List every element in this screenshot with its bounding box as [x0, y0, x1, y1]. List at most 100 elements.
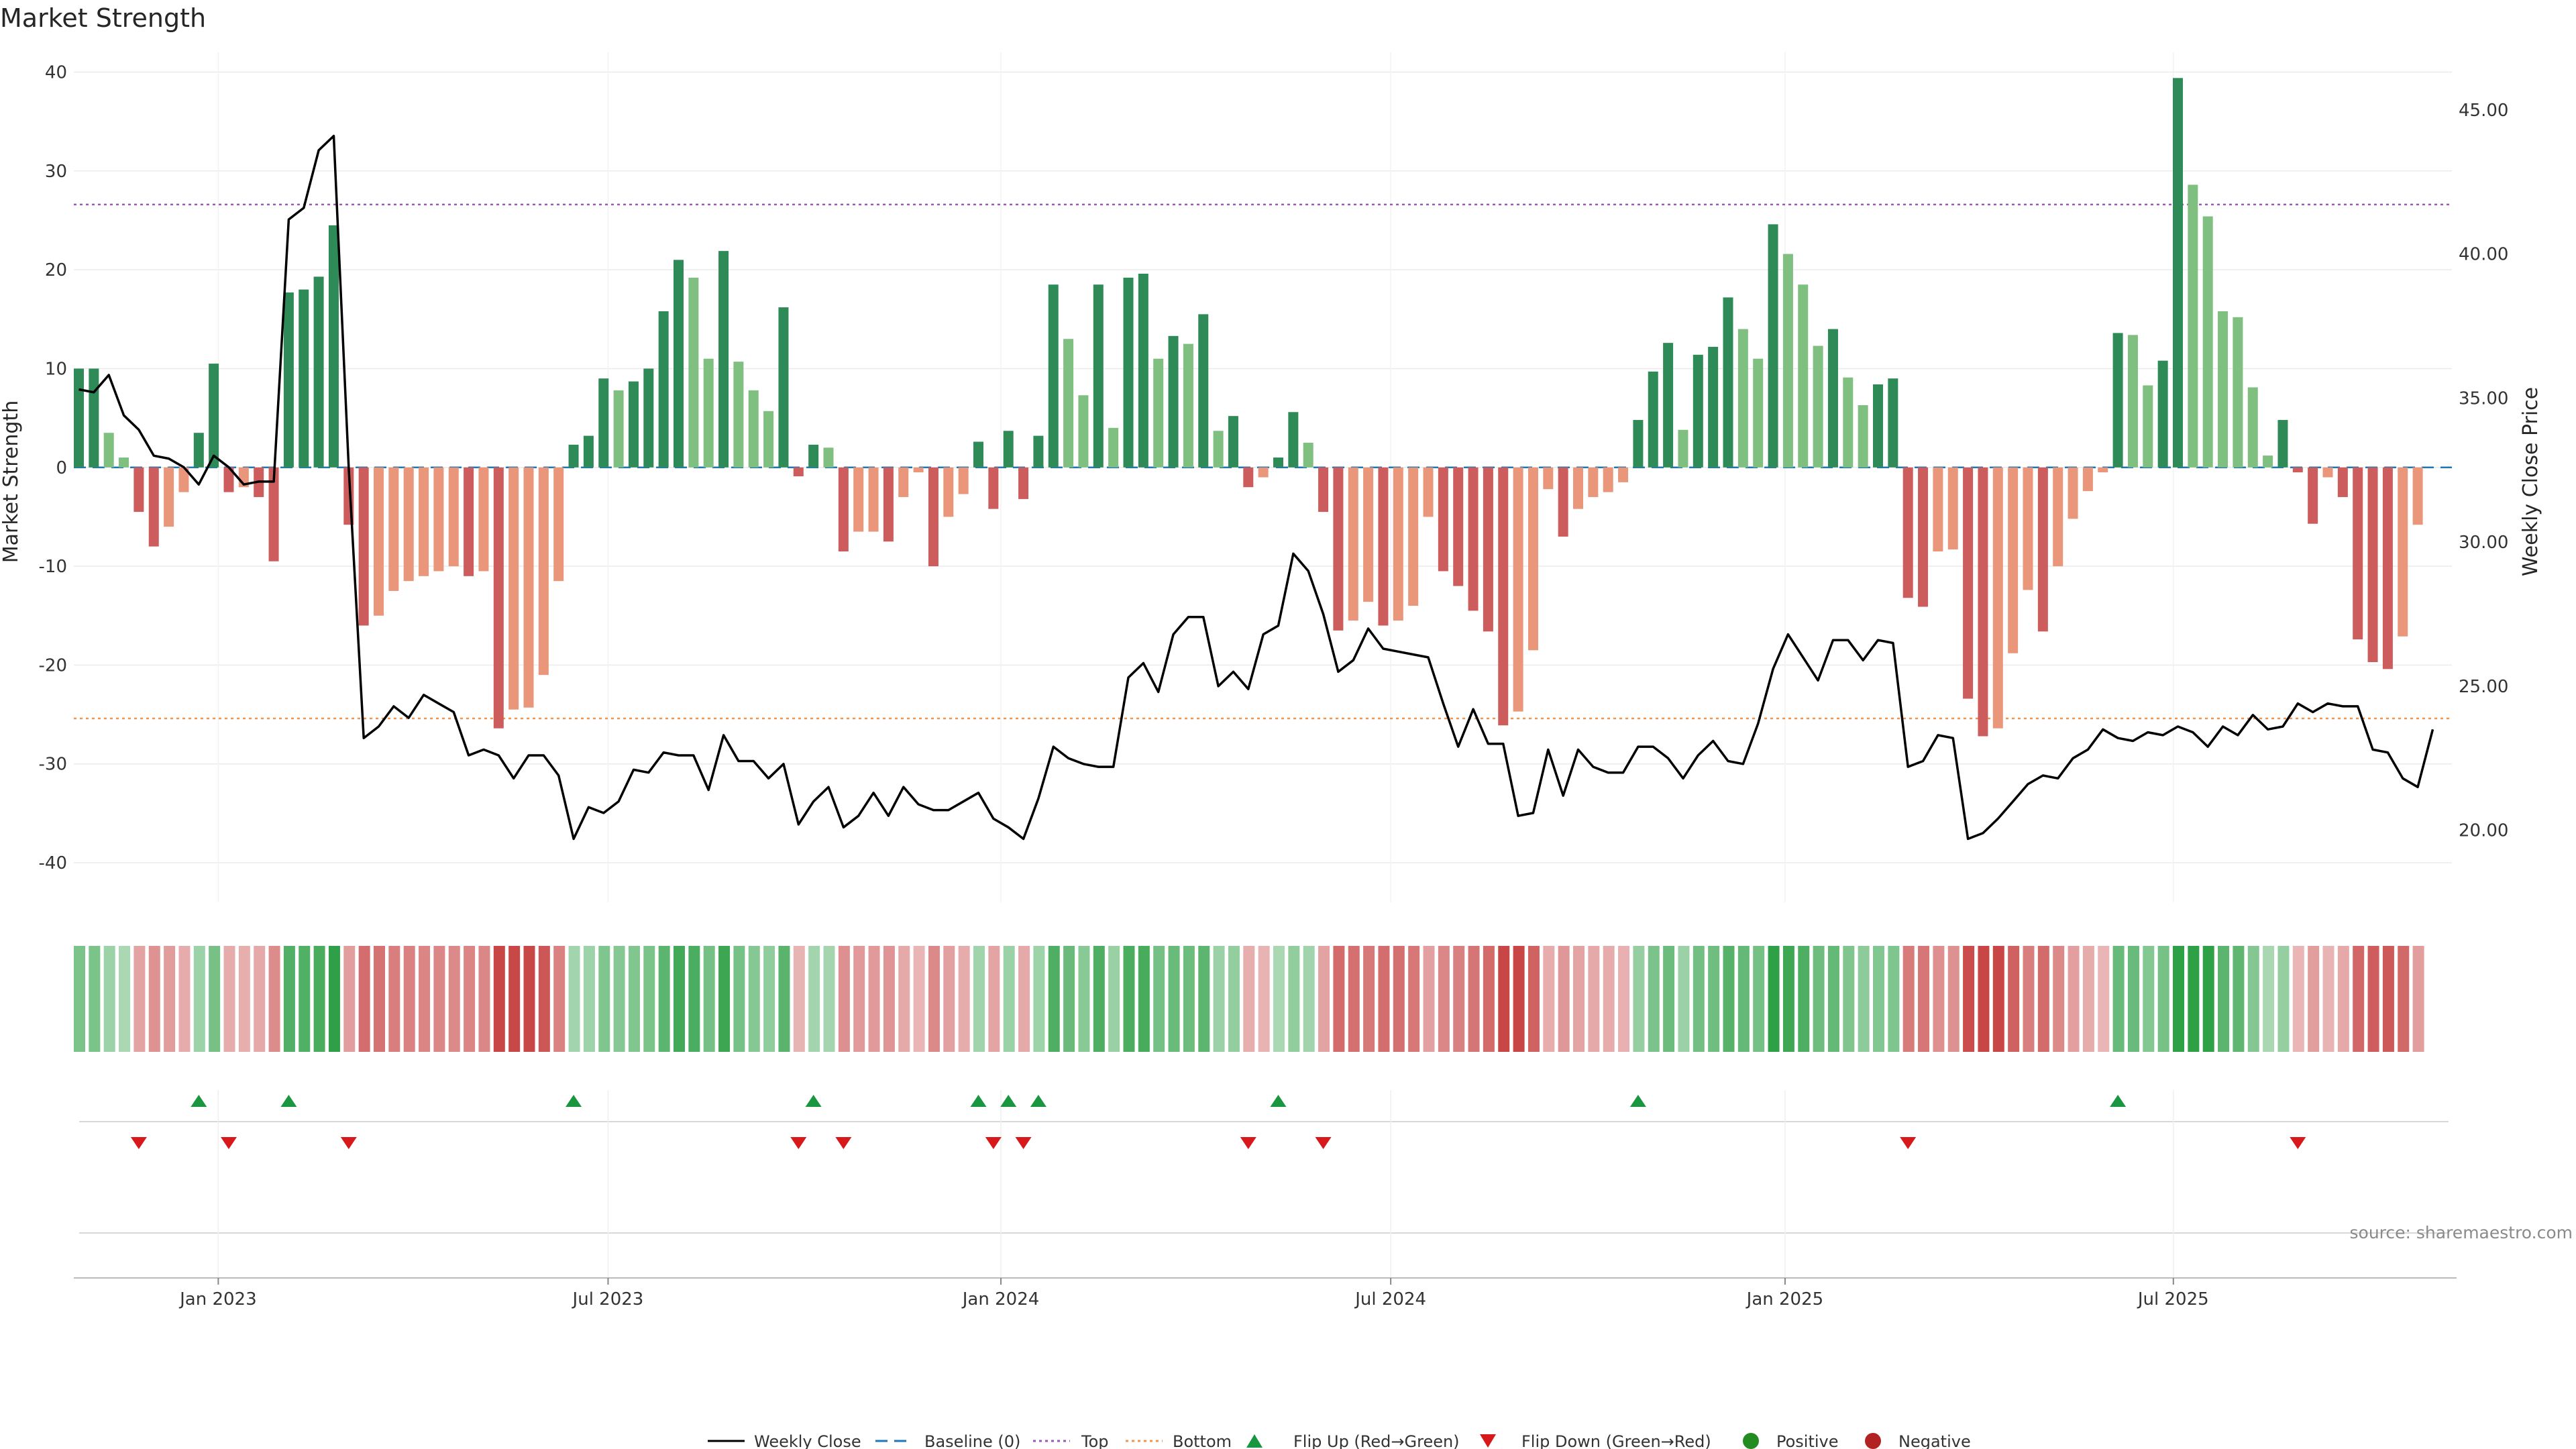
strength-bar	[1947, 467, 1958, 550]
heat-strip-cell	[1213, 946, 1225, 1052]
strength-bar	[1243, 467, 1254, 488]
strength-bar	[2188, 184, 2198, 468]
heat-strip-cell	[1588, 946, 1600, 1052]
strength-bar	[508, 467, 519, 710]
strength-bar	[1782, 254, 1793, 468]
strength-bar	[1603, 467, 1613, 492]
flip-up-marker-icon	[1030, 1095, 1046, 1107]
strength-bar	[1468, 467, 1479, 611]
heat-strip-cell	[358, 946, 370, 1052]
heat-strip-cell	[493, 946, 505, 1052]
legend: Weekly Close Baseline (0) Top Bottom Fli…	[708, 1432, 1971, 1449]
strength-bar	[223, 467, 234, 492]
heat-strip-cell	[1798, 946, 1810, 1052]
heat-strip-cell	[508, 946, 521, 1052]
heat-strip-cell	[1768, 946, 1780, 1052]
strength-bar	[1918, 467, 1929, 607]
strength-bar	[1527, 467, 1538, 651]
strength-bar	[2308, 467, 2318, 524]
heat-strip-cell	[343, 946, 356, 1052]
heat-strip-cell	[568, 946, 580, 1052]
heat-strip-cell	[328, 946, 340, 1052]
strength-bar	[1108, 427, 1119, 468]
heat-strip-cell	[283, 946, 295, 1052]
strength-bar	[1123, 277, 1134, 468]
strength-bar	[133, 467, 144, 513]
heat-strip-cell	[1618, 946, 1630, 1052]
strength-bar	[823, 447, 834, 468]
heat-strip-cell	[2053, 946, 2065, 1052]
strength-bar	[1888, 378, 1898, 468]
strength-bar	[2082, 467, 2093, 492]
heat-strip-cell	[89, 946, 101, 1052]
heat-strip-cell	[193, 946, 205, 1052]
strength-bar	[1663, 343, 1674, 468]
y-tick-label-left: 0	[56, 458, 67, 478]
heat-strip-cell	[448, 946, 460, 1052]
strength-bar	[119, 458, 129, 468]
strength-bar	[793, 467, 804, 477]
heat-strip-cell	[1348, 946, 1360, 1052]
heat-strip-cell	[2337, 946, 2349, 1052]
heat-strip-cell	[703, 946, 715, 1052]
strength-bar	[2277, 420, 2288, 468]
x-axis: Jan 2023 Jul 2023 Jan 2024 Jul 2024 Jan 2025…	[74, 1277, 2457, 1309]
heat-strip-cell	[1468, 946, 1480, 1052]
strength-bar	[1768, 224, 1778, 468]
strength-bar	[1992, 467, 2003, 729]
strength-bar	[2157, 360, 2168, 468]
strength-bar	[1378, 467, 1389, 626]
strength-bar	[313, 276, 324, 468]
flip-markers-panel	[79, 1090, 2449, 1278]
heat-strip-cell	[1258, 946, 1270, 1052]
flip-down-marker-icon	[1240, 1137, 1256, 1149]
heat-strip-cell	[1663, 946, 1675, 1052]
heat-strip-cell	[1902, 946, 1915, 1052]
heat-strip-cell	[254, 946, 266, 1052]
strength-bar	[868, 467, 879, 532]
heat-strip-cell	[1737, 946, 1750, 1052]
strength-bar	[1483, 467, 1493, 632]
heat-strip-cell	[1168, 946, 1180, 1052]
strength-bar	[643, 368, 654, 468]
strength-bar	[1198, 314, 1209, 468]
y-tick-label-right: 30.00	[2459, 533, 2508, 553]
heat-strip-cell	[1827, 946, 1839, 1052]
legend-label-top: Top	[1081, 1432, 1109, 1449]
strength-bar	[148, 467, 159, 547]
x-tick-label: Jul 2025	[2137, 1289, 2209, 1309]
strength-bar	[763, 411, 774, 468]
heat-strip-cell	[2382, 946, 2394, 1052]
heat-strip-cell	[209, 946, 221, 1052]
strength-bar	[1558, 467, 1568, 537]
flip-down-marker-icon	[1900, 1137, 1917, 1149]
heat-strip-cell	[1693, 946, 1705, 1052]
heat-strip-cell	[2127, 946, 2139, 1052]
strength-bar	[1963, 467, 1974, 699]
heat-strip-cell	[958, 946, 970, 1052]
heat-strip-cell	[658, 946, 670, 1052]
strength-bar	[658, 311, 669, 468]
strength-bar	[374, 467, 384, 616]
y-tick-label-left: -40	[39, 853, 67, 873]
strength-bar	[283, 292, 294, 468]
x-tick-label: Jan 2025	[1746, 1289, 1824, 1309]
heat-strip-cell	[1138, 946, 1150, 1052]
heat-strip-cell	[838, 946, 850, 1052]
strength-bar	[2127, 335, 2138, 468]
strength-bar	[778, 307, 789, 468]
strength-bar	[1003, 431, 1014, 468]
grid-lines	[74, 52, 2452, 902]
strength-bar	[1138, 274, 1148, 468]
strength-bar	[2263, 455, 2273, 468]
x-tick-label: Jan 2023	[178, 1289, 257, 1309]
strength-bar	[913, 467, 924, 473]
y-tick-label-left: -30	[39, 755, 67, 775]
strength-bar	[1303, 442, 1313, 468]
heat-strip-cell	[1558, 946, 1570, 1052]
heat-strip-cell	[1873, 946, 1884, 1052]
chart-title: Market Strength	[0, 3, 206, 33]
heat-strip-cell	[2308, 946, 2320, 1052]
strength-bar	[1708, 347, 1719, 468]
heat-strip-cell	[419, 946, 431, 1052]
